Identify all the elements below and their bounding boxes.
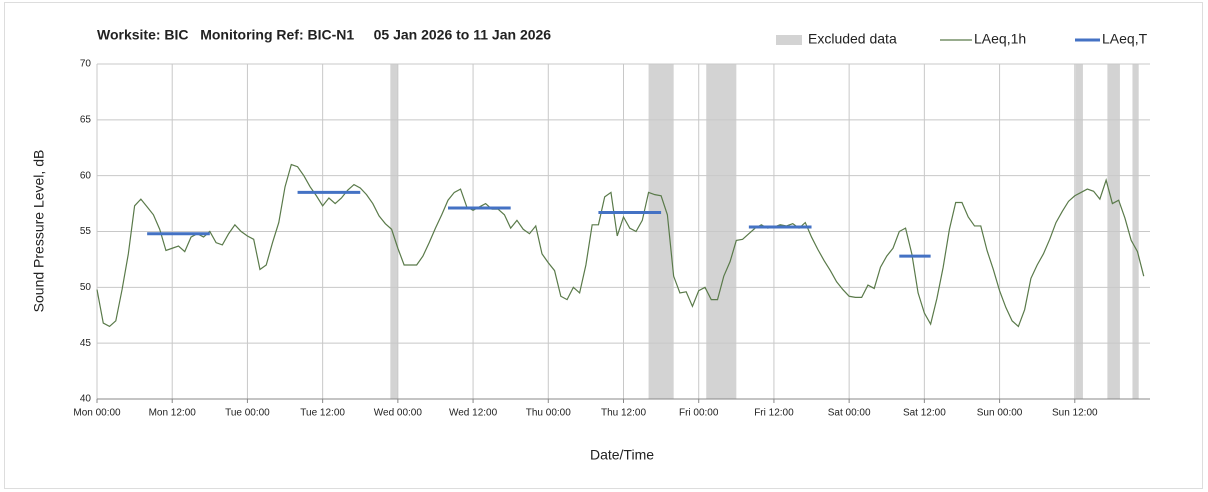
y-tick-label: 65 — [80, 114, 92, 125]
x-tick-label: Sun 12:00 — [1052, 408, 1098, 419]
legend-label: LAeq,1h — [974, 31, 1026, 47]
legend-label: Excluded data — [808, 31, 897, 47]
x-tick-label: Sun 00:00 — [977, 408, 1023, 419]
y-tick-label: 55 — [80, 226, 92, 237]
x-tick-label: Mon 12:00 — [149, 408, 197, 419]
y-tick-label: 70 — [80, 59, 92, 70]
y-tick-label: 40 — [80, 394, 92, 405]
x-tick-label: Fri 12:00 — [754, 408, 794, 419]
x-tick-label: Tue 12:00 — [300, 408, 345, 419]
x-tick-label: Fri 00:00 — [679, 408, 719, 419]
y-tick-label: 60 — [80, 170, 92, 181]
x-tick-label: Wed 12:00 — [449, 408, 498, 419]
x-axis-label: Date/Time — [590, 447, 654, 463]
x-tick-label: Mon 00:00 — [73, 408, 121, 419]
x-tick-label: Tue 00:00 — [225, 408, 270, 419]
x-tick-label: Thu 00:00 — [526, 408, 571, 419]
frame — [4, 2, 1203, 489]
x-tick-label: Sat 00:00 — [828, 408, 871, 419]
y-tick-label: 45 — [80, 338, 92, 349]
x-tick-label: Thu 12:00 — [601, 408, 646, 419]
y-axis-label: Sound Pressure Level, dB — [31, 150, 47, 313]
line-series — [96, 163, 1145, 328]
legend-swatch — [776, 35, 802, 45]
x-tick-label: Sat 12:00 — [903, 408, 946, 419]
x-tick-label: Wed 00:00 — [374, 408, 423, 419]
legend-label: LAeq,T — [1102, 31, 1148, 47]
y-tick-label: 50 — [80, 282, 92, 293]
chart-title: Worksite: BIC Monitoring Ref: BIC-N1 05 … — [97, 27, 551, 43]
